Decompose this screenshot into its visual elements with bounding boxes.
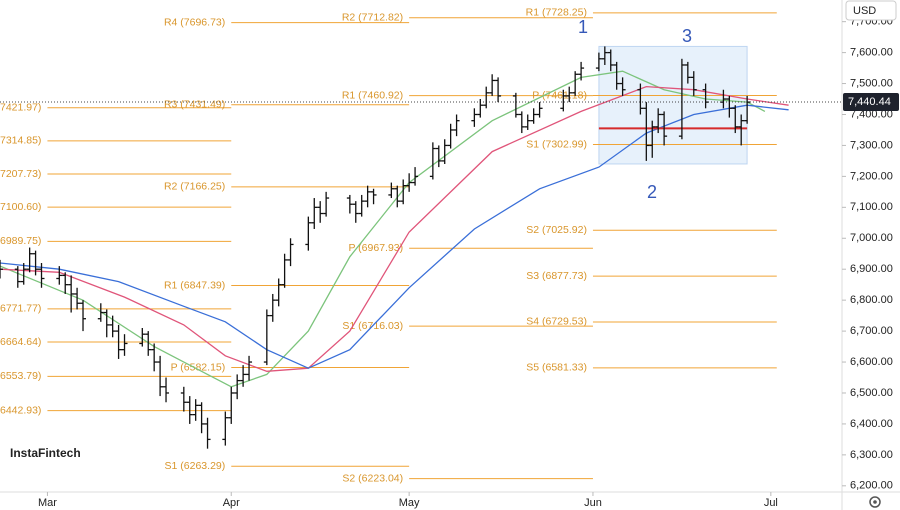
pivot-label: P (6967.93) — [348, 242, 403, 254]
y-tick-label: 7,500.00 — [850, 77, 893, 89]
pivot-label: (7100.60) — [0, 201, 41, 213]
pivot-label: S1 (7302.99) — [526, 138, 587, 150]
y-tick-label: 6,200.00 — [850, 480, 893, 492]
x-tick-label: May — [399, 497, 420, 509]
pivot-label: R4 (7696.73) — [164, 16, 225, 28]
moving-average — [0, 70, 766, 388]
pivot-label: R2 (7712.82) — [342, 11, 403, 23]
y-tick-label: 6,600.00 — [850, 356, 893, 368]
pivot-label: (6989.75) — [0, 235, 41, 247]
last-price-label: 7,440.44 — [848, 96, 891, 108]
pivot-label: R1 (7460.92) — [342, 89, 403, 101]
currency[interactable]: USD — [853, 5, 876, 17]
y-tick-label: 7,400.00 — [850, 108, 893, 120]
wave-label: 3 — [682, 26, 692, 46]
settings-icon-center — [873, 500, 877, 504]
pivot-label: (6771.77) — [0, 303, 41, 315]
pivot-label: (6442.93) — [0, 404, 41, 416]
x-tick-label: Mar — [38, 497, 57, 509]
last-price-box — [843, 92, 899, 111]
y-tick-label: 6,900.00 — [850, 263, 893, 275]
pivot-label: (6553.79) — [0, 370, 41, 382]
moving-average — [0, 104, 789, 369]
profile-box — [598, 45, 748, 165]
moving-average — [0, 85, 789, 372]
pivot-label: (7421.97) — [0, 101, 41, 113]
x-tick-label: Jun — [584, 497, 602, 509]
y-tick-label: 7,000.00 — [850, 232, 893, 244]
pivot-label: R3 (7431.49) — [164, 99, 225, 111]
settings-icon[interactable] — [869, 496, 881, 508]
pivot-label: R2 (7166.25) — [164, 181, 225, 193]
pivot-label: P (7461.18) — [532, 89, 587, 101]
x-tick-label: Jul — [764, 497, 778, 509]
watermark-box — [2, 440, 82, 468]
y-tick-label: 6,500.00 — [850, 387, 893, 399]
pivot-label: S3 (6877.73) — [526, 270, 587, 282]
pivot-label: S2 (7025.92) — [526, 224, 587, 236]
watermark: InstaFintech — [10, 446, 81, 460]
pivot-label: (7314.85) — [0, 135, 41, 147]
wave-label: 1 — [578, 17, 588, 37]
y-tick-label: 7,600.00 — [850, 47, 893, 59]
y-tick-label: 6,800.00 — [850, 294, 893, 306]
pivot-label: S5 (6581.33) — [526, 362, 587, 374]
y-tick-label: 6,400.00 — [850, 418, 893, 430]
y-tick-label: 6,300.00 — [850, 449, 893, 461]
y-tick-label: 7,300.00 — [850, 139, 893, 151]
y-tick-label: 7,200.00 — [850, 170, 893, 182]
x-tick-label: Apr — [223, 497, 240, 509]
pivot-label: R1 (6847.39) — [164, 279, 225, 291]
wave-label: 2 — [647, 182, 657, 202]
y-tick-label: 7,100.00 — [850, 201, 893, 213]
pivot-label: S2 (6223.04) — [342, 472, 403, 484]
pivot-label: S4 (6729.53) — [526, 316, 587, 328]
pivot-label: P (6582.15) — [171, 361, 226, 373]
pivot-label: R1 (7728.25) — [526, 7, 587, 19]
currency-box[interactable] — [845, 0, 897, 21]
y-tick-label: 6,700.00 — [850, 325, 893, 337]
pivot-label: (6664.64) — [0, 336, 41, 348]
plot-area: (7421.97) (7314.85) (7207.73) (7100.60) (698… — [0, 7, 842, 484]
pivot-label: S1 (6263.29) — [165, 460, 226, 472]
pivot-label: (7207.73) — [0, 168, 41, 180]
